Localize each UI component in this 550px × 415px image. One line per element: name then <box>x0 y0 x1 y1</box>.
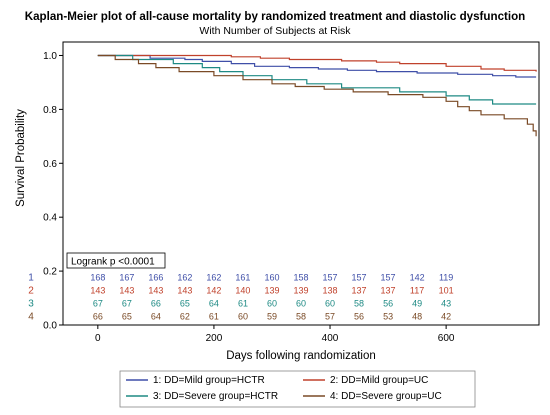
at-risk-count: 143 <box>177 286 192 296</box>
at-risk-count: 58 <box>296 312 306 322</box>
at-risk-table: 1 168 167 166 162 162 161 160 158 157 157 157 142 119… <box>28 273 453 323</box>
y-tick-label: 0.4 <box>43 213 57 224</box>
y-tick-label: 0.6 <box>43 159 57 170</box>
at-risk-row-label: 3 <box>28 299 34 310</box>
at-risk-count: 143 <box>119 286 134 296</box>
logrank-annotation: Logrank p <0.0001 <box>71 257 155 268</box>
legend-label: 1: DD=Mild group=HCTR <box>153 375 265 386</box>
at-risk-count: 139 <box>293 286 308 296</box>
x-tick-label: 0 <box>95 333 101 344</box>
legend-label: 4: DD=Severe group=UC <box>330 391 442 402</box>
at-risk-count: 60 <box>325 299 335 309</box>
legend-label: 2: DD=Mild group=UC <box>330 375 428 386</box>
at-risk-count: 58 <box>354 299 364 309</box>
at-risk-count: 60 <box>238 312 248 322</box>
at-risk-count: 60 <box>267 299 277 309</box>
y-tick-label: 0.8 <box>43 105 57 116</box>
y-axis-label: Survival Probability <box>15 109 27 207</box>
legend-label: 3: DD=Severe group=HCTR <box>153 391 278 402</box>
plot-frame <box>62 41 540 326</box>
at-risk-row-label: 4 <box>28 312 34 323</box>
at-risk-count: 160 <box>264 273 279 283</box>
at-risk-count: 161 <box>235 273 250 283</box>
at-risk-count: 65 <box>122 312 132 322</box>
at-risk-count: 61 <box>209 312 219 322</box>
at-risk-count: 61 <box>238 299 248 309</box>
at-risk-count: 56 <box>383 299 393 309</box>
km-curve-4 <box>97 54 537 137</box>
chart-title: Kaplan-Meier plot of all-cause mortality… <box>25 10 526 23</box>
logrank-box <box>66 252 166 269</box>
at-risk-count: 143 <box>148 286 163 296</box>
at-risk-count: 67 <box>93 299 103 309</box>
at-risk-count: 137 <box>352 286 367 296</box>
at-risk-count: 168 <box>90 273 105 283</box>
at-risk-count: 138 <box>323 286 338 296</box>
at-risk-count: 66 <box>151 299 161 309</box>
at-risk-count: 158 <box>293 273 308 283</box>
at-risk-count: 57 <box>325 312 335 322</box>
at-risk-count: 53 <box>383 312 393 322</box>
y-tick-label: 0.2 <box>43 267 57 278</box>
at-risk-count: 166 <box>148 273 163 283</box>
at-risk-count: 101 <box>439 286 454 296</box>
km-curve-1 <box>97 54 537 78</box>
at-risk-count: 43 <box>441 299 451 309</box>
at-risk-count: 65 <box>180 299 190 309</box>
km-curve-2 <box>97 54 537 72</box>
y-axis: 0.0 0.2 0.4 0.6 0.8 1.0 <box>43 51 63 332</box>
x-axis: 0 200 400 600 <box>95 325 455 344</box>
at-risk-row-label: 2 <box>28 286 34 297</box>
at-risk-count: 157 <box>381 273 396 283</box>
at-risk-count: 59 <box>267 312 277 322</box>
at-risk-count: 66 <box>93 312 103 322</box>
at-risk-count: 137 <box>381 286 396 296</box>
at-risk-count: 119 <box>439 273 453 283</box>
chart-subtitle: With Number of Subjects at Risk <box>199 25 351 37</box>
legend-box <box>119 370 476 408</box>
at-risk-count: 64 <box>151 312 161 322</box>
at-risk-count: 142 <box>410 273 425 283</box>
y-tick-label: 1.0 <box>43 51 57 62</box>
at-risk-count: 142 <box>206 286 221 296</box>
at-risk-count: 143 <box>90 286 105 296</box>
x-tick-label: 600 <box>438 333 455 344</box>
at-risk-count: 162 <box>206 273 221 283</box>
x-tick-label: 200 <box>206 333 223 344</box>
at-risk-count: 139 <box>264 286 279 296</box>
at-risk-count: 167 <box>119 273 134 283</box>
at-risk-count: 42 <box>441 312 451 322</box>
at-risk-count: 60 <box>296 299 306 309</box>
at-risk-count: 64 <box>209 299 219 309</box>
at-risk-count: 157 <box>323 273 338 283</box>
x-tick-label: 400 <box>322 333 339 344</box>
at-risk-count: 62 <box>180 312 190 322</box>
at-risk-count: 157 <box>352 273 367 283</box>
at-risk-count: 162 <box>177 273 192 283</box>
at-risk-count: 48 <box>412 312 422 322</box>
at-risk-count: 67 <box>122 299 132 309</box>
y-tick-label: 0.0 <box>43 321 57 332</box>
survival-curves <box>97 54 537 137</box>
at-risk-count: 56 <box>354 312 364 322</box>
at-risk-row-label: 1 <box>28 273 34 284</box>
legend: 1: DD=Mild group=HCTR 2: DD=Mild group=UC… <box>126 375 442 402</box>
at-risk-count: 117 <box>410 286 424 296</box>
at-risk-count: 49 <box>412 299 422 309</box>
at-risk-count: 140 <box>235 286 250 296</box>
x-axis-label: Days following randomization <box>226 350 376 362</box>
km-curve-3 <box>97 54 537 105</box>
